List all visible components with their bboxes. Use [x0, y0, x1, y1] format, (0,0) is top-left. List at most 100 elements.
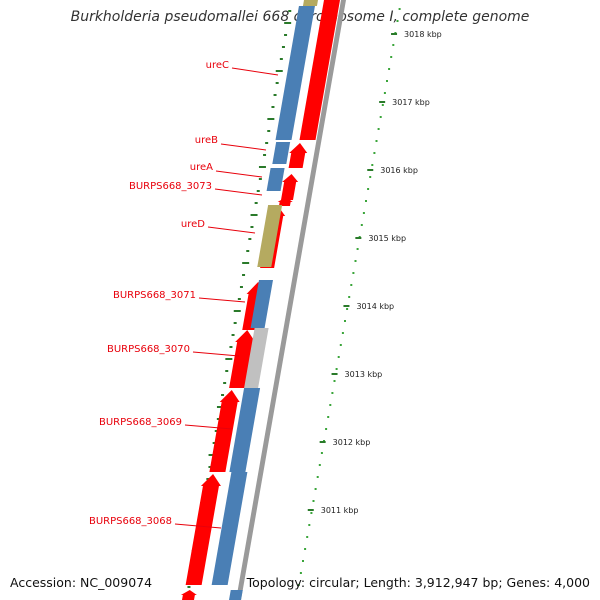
scale-dot — [318, 464, 321, 466]
gene-label[interactable]: BURPS668_3073 — [129, 181, 212, 192]
scale-major-tick — [343, 305, 350, 307]
gene-label[interactable]: BURPS668_3070 — [107, 344, 190, 355]
gene-label-leader — [207, 226, 256, 234]
inner-major-tick — [250, 214, 258, 216]
gene-label-leader — [231, 67, 279, 76]
scale-dot — [350, 284, 353, 286]
scale-dot — [371, 164, 374, 166]
gene-ureB-bar[interactable] — [272, 142, 291, 164]
scale-label: 3015 kbp — [368, 234, 406, 243]
scale-dot — [367, 188, 370, 190]
gene-BURPS668_3068-bar[interactable] — [211, 472, 248, 585]
gene-BURPS668_3069-forward[interactable] — [209, 390, 240, 472]
scale-dot — [327, 416, 330, 418]
gene-next-bar[interactable] — [229, 590, 243, 600]
inner-minor-tick — [273, 94, 277, 96]
backbone-line[interactable] — [236, 0, 346, 600]
gene-label-leader — [214, 188, 263, 196]
inner-major-tick — [275, 70, 283, 72]
scale-dot — [375, 140, 378, 142]
scale-dot — [304, 548, 307, 550]
accession-text: Accession: NC_009074 — [10, 575, 153, 590]
gene-label[interactable]: ureC — [206, 60, 229, 71]
inner-major-tick — [267, 118, 275, 120]
inner-minor-tick — [254, 202, 258, 204]
outer-scale-dots — [297, 8, 401, 586]
scale-dot — [308, 524, 311, 526]
inner-minor-tick — [216, 418, 220, 420]
gene-BURPS668_3071-bar[interactable] — [250, 280, 273, 328]
gene-top-olive[interactable] — [302, 0, 318, 6]
inner-minor-tick — [206, 478, 210, 480]
gene-label[interactable]: BURPS668_3071 — [113, 290, 196, 301]
forward-strand-genes — [180, 0, 341, 600]
inner-minor-tick — [265, 142, 269, 144]
scale-dot — [390, 56, 393, 58]
scale-dot — [312, 500, 315, 502]
scale-dot — [341, 332, 344, 334]
inner-minor-tick — [271, 106, 275, 108]
scale-label: 3018 kbp — [404, 30, 442, 39]
inner-major-tick — [225, 358, 233, 360]
scale-dot — [392, 44, 395, 46]
inner-minor-tick — [229, 346, 233, 348]
gene-BURPS668_3069-bar[interactable] — [229, 388, 261, 472]
inner-minor-tick — [248, 238, 252, 240]
gene-BURPS668_3070-bar[interactable] — [244, 328, 269, 388]
scale-labels: 3018 kbp 3017 kbp 3016 kbp 3015 kbp 3014 kbp… — [321, 30, 442, 515]
scale-dot — [381, 104, 384, 106]
topology-text: Topology: circular; Length: 3,912,947 bp… — [246, 575, 590, 590]
gene-label[interactable]: ureA — [190, 162, 213, 173]
gene-BURPS668_3070-forward[interactable] — [229, 330, 256, 388]
scale-dot — [299, 572, 302, 574]
scale-dot — [339, 344, 342, 346]
gene-next-forward[interactable] — [180, 590, 197, 600]
gene-BURPS668_3068-forward[interactable] — [185, 474, 221, 585]
gene-ureB-forward[interactable] — [288, 143, 308, 168]
scale-major-tick — [307, 509, 314, 511]
scale-dot — [306, 536, 309, 538]
scale-dot — [314, 488, 317, 490]
gene-label[interactable]: BURPS668_3068 — [89, 516, 172, 527]
inner-minor-tick — [267, 130, 271, 132]
scale-dot — [379, 116, 382, 118]
scale-dot — [310, 512, 313, 514]
gene-label[interactable]: ureD — [181, 219, 205, 230]
scale-dot — [373, 152, 376, 154]
inner-minor-tick — [231, 334, 235, 336]
scale-dot — [335, 368, 338, 370]
inner-major-tick — [208, 454, 216, 456]
scale-dot — [388, 68, 391, 70]
gene-ureA-forward[interactable] — [281, 174, 299, 200]
inner-minor-tick — [258, 178, 262, 180]
gene-label-leader — [184, 424, 233, 430]
inner-minor-tick — [221, 394, 225, 396]
backbone — [236, 0, 346, 600]
scale-dot — [356, 248, 359, 250]
inner-minor-tick — [288, 10, 292, 12]
gene-BURPS668_3073-forward[interactable] — [277, 197, 293, 206]
gene-ureD-bar[interactable] — [257, 205, 283, 267]
scale-dot — [337, 356, 340, 358]
gene-label[interactable]: ureB — [195, 135, 218, 146]
scale-dot — [354, 260, 357, 262]
gene-label[interactable]: BURPS668_3069 — [99, 417, 182, 428]
gene-labels: ureC ureB ureA BURPS668_3073 ureD BURPS668_30… — [89, 60, 279, 529]
inner-minor-tick — [256, 190, 260, 192]
inner-minor-tick — [246, 250, 250, 252]
inner-minor-tick — [212, 442, 216, 444]
inner-major-tick — [284, 22, 292, 24]
gene-ureC-forward[interactable] — [299, 0, 341, 140]
scale-dot — [365, 200, 367, 202]
inner-minor-tick — [284, 34, 288, 36]
scale-dot — [377, 128, 380, 130]
scale-dot — [329, 404, 332, 406]
inner-minor-tick — [250, 226, 254, 228]
gene-ureA-bar[interactable] — [266, 168, 285, 191]
scale-dot — [331, 392, 334, 394]
scale-label: 3011 kbp — [321, 506, 359, 515]
inner-minor-tick — [242, 274, 246, 276]
scale-major-tick — [391, 33, 398, 35]
gene-ureC-bar[interactable] — [275, 6, 315, 140]
